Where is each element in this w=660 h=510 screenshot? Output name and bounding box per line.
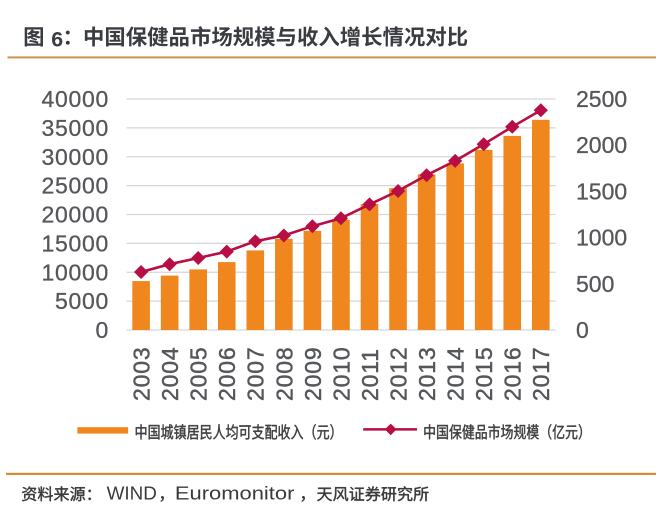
svg-text:40000: 40000: [42, 86, 109, 112]
svg-text:2005: 2005: [186, 346, 212, 401]
svg-text:2009: 2009: [300, 346, 326, 401]
svg-text:15000: 15000: [42, 230, 109, 256]
svg-text:20000: 20000: [42, 202, 109, 228]
svg-text:2017: 2017: [528, 346, 554, 401]
svg-text:0: 0: [96, 317, 110, 343]
svg-text:10000: 10000: [42, 259, 109, 285]
svg-text:2014: 2014: [443, 346, 469, 401]
svg-text:35000: 35000: [42, 115, 109, 141]
svg-text:Euromonitor: Euromonitor: [175, 483, 295, 504]
svg-text:2015: 2015: [471, 346, 497, 401]
svg-text:0: 0: [576, 317, 589, 343]
svg-text:2500: 2500: [576, 86, 627, 112]
svg-text:30000: 30000: [42, 144, 109, 170]
svg-text:2008: 2008: [271, 346, 297, 401]
svg-text:2012: 2012: [385, 346, 411, 401]
svg-text:2011: 2011: [357, 348, 383, 401]
svg-text:2007: 2007: [243, 346, 269, 401]
svg-text:2004: 2004: [157, 346, 183, 401]
svg-text:6: 6: [51, 28, 63, 52]
svg-text:2003: 2003: [129, 346, 155, 401]
svg-text:2013: 2013: [414, 346, 440, 401]
svg-text:5000: 5000: [55, 288, 109, 314]
svg-text:500: 500: [576, 271, 614, 297]
svg-text:1500: 1500: [576, 178, 627, 204]
svg-text:WIND: WIND: [107, 483, 157, 504]
svg-text:2000: 2000: [576, 132, 627, 158]
svg-text:2006: 2006: [214, 346, 240, 401]
svg-text:2010: 2010: [328, 346, 354, 401]
svg-text:1000: 1000: [576, 225, 627, 251]
svg-text:2016: 2016: [500, 346, 526, 401]
svg-text:25000: 25000: [42, 173, 109, 199]
